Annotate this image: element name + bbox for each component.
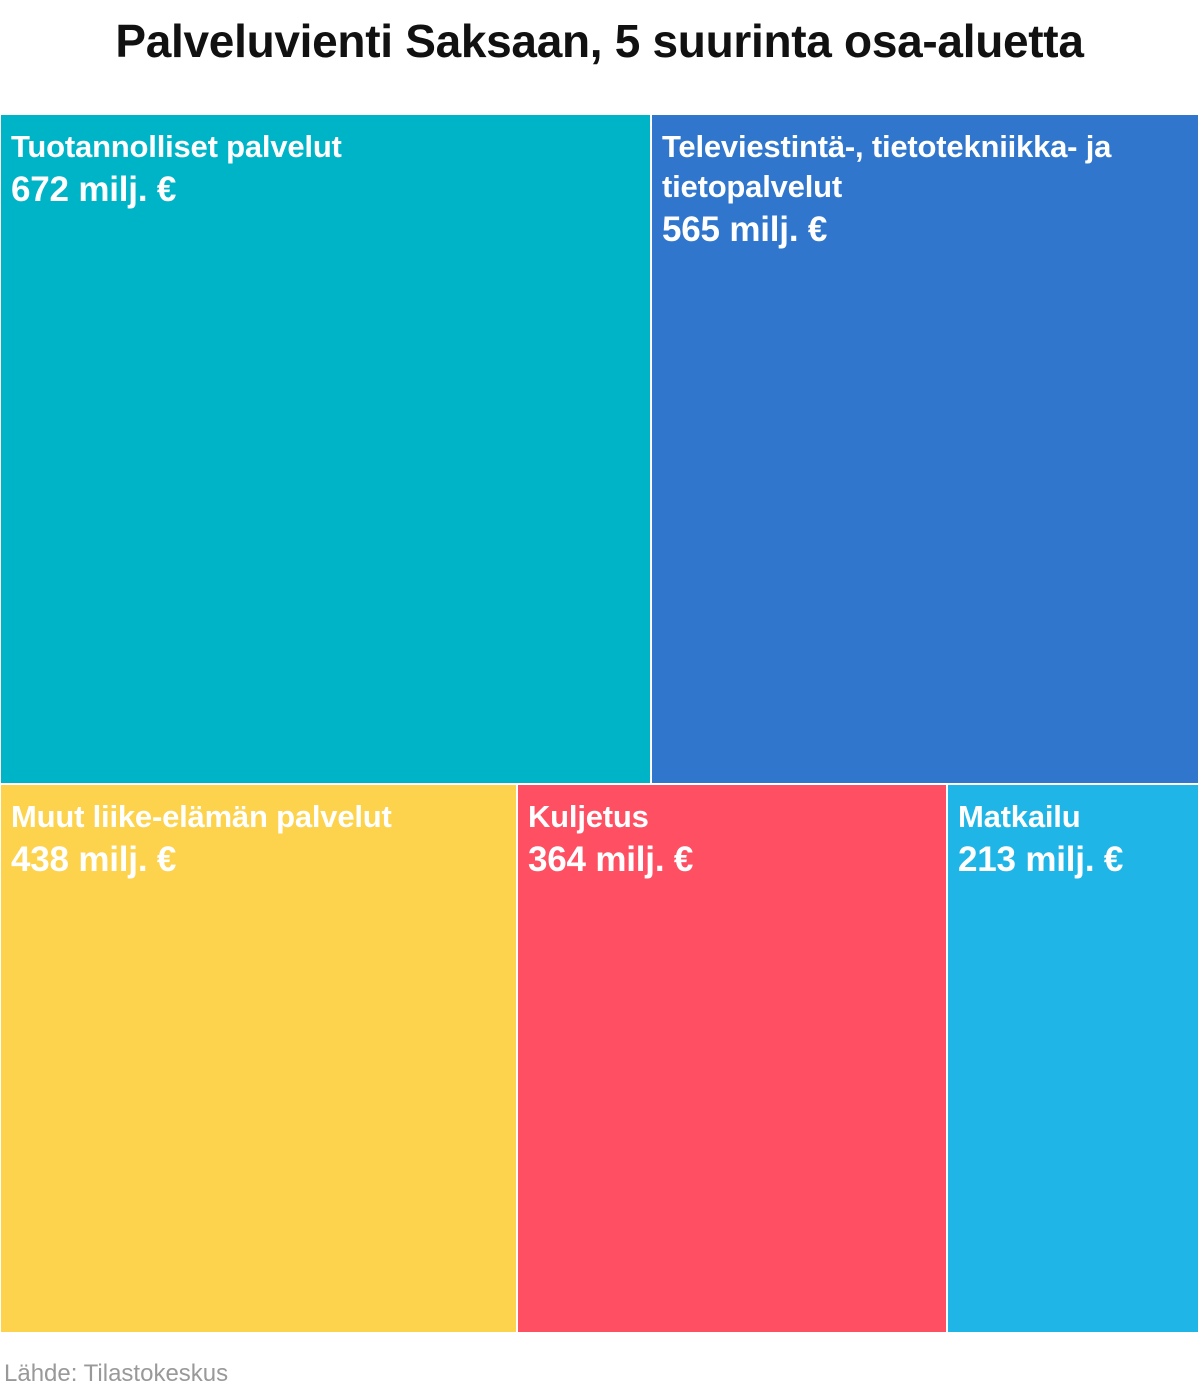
tile-text: Matkailu 213 milj. € bbox=[958, 797, 1188, 883]
tile-value: 565 milj. € bbox=[662, 210, 828, 249]
tile-text: Tuotannolliset palvelut 672 milj. € bbox=[11, 127, 640, 213]
tile-label: Tuotannolliset palvelut bbox=[11, 129, 342, 164]
tile-value: 672 milj. € bbox=[11, 170, 177, 209]
tile-text: Kuljetus 364 milj. € bbox=[528, 797, 936, 883]
chart-title: Palveluvienti Saksaan, 5 suurinta osa-al… bbox=[115, 15, 1084, 67]
treemap-tile: Matkailu 213 milj. € bbox=[947, 784, 1199, 1333]
tile-label: Muut liike-elämän palvelut bbox=[11, 799, 392, 834]
tile-label: Matkailu bbox=[958, 799, 1081, 834]
source-note: Lähde: Tilastokeskus bbox=[4, 1360, 229, 1387]
treemap-tile: Televiestintä-, tietotekniikka- ja tieto… bbox=[651, 114, 1199, 784]
treemap-tile: Muut liike-elämän palvelut 438 milj. € bbox=[0, 784, 517, 1333]
treemap: Tuotannolliset palvelut 672 milj. € Televi… bbox=[0, 114, 1199, 1333]
tile-label: Televiestintä-, tietotekniikka- ja tieto… bbox=[662, 129, 1112, 204]
tile-text: Televiestintä-, tietotekniikka- ja tieto… bbox=[662, 127, 1188, 253]
tile-label: Kuljetus bbox=[528, 799, 649, 834]
tile-value: 438 milj. € bbox=[11, 840, 177, 879]
tile-value: 213 milj. € bbox=[958, 840, 1124, 879]
tile-text: Muut liike-elämän palvelut 438 milj. € bbox=[11, 797, 506, 883]
tile-value: 364 milj. € bbox=[528, 840, 694, 879]
treemap-tile: Kuljetus 364 milj. € bbox=[517, 784, 947, 1333]
treemap-tile: Tuotannolliset palvelut 672 milj. € bbox=[0, 114, 651, 784]
